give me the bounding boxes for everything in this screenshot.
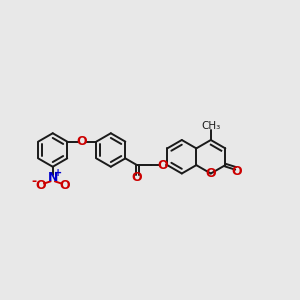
Text: O: O: [132, 171, 142, 184]
Text: O: O: [157, 159, 168, 172]
Text: -: -: [32, 176, 37, 188]
Text: O: O: [206, 167, 216, 180]
Text: +: +: [54, 168, 62, 178]
Text: N: N: [47, 171, 58, 184]
Text: O: O: [35, 179, 46, 192]
Text: O: O: [60, 179, 70, 192]
Text: O: O: [232, 165, 242, 178]
Text: O: O: [76, 135, 87, 148]
Text: CH₃: CH₃: [201, 122, 220, 131]
